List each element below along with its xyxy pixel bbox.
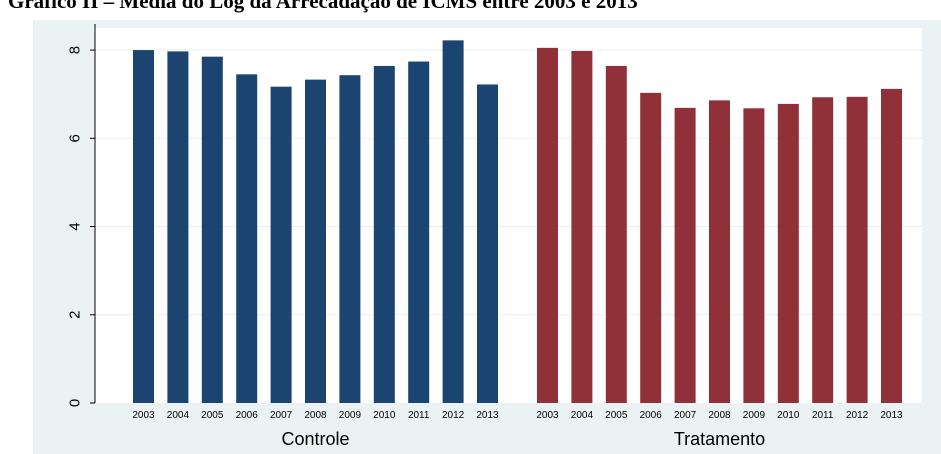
labels: 0 2 4 6 8 2003 2004 2005 2006 2007 2008 2009 2010 201… — [67, 46, 904, 449]
y-tick-label: 6 — [67, 134, 84, 142]
x-tick-label: 2013 — [476, 410, 499, 421]
bar — [709, 100, 730, 404]
x-tick-label: 2010 — [777, 410, 800, 421]
x-tick-label: 2005 — [605, 410, 628, 421]
bar — [812, 97, 834, 403]
bar — [605, 65, 627, 404]
bar — [133, 50, 154, 403]
bar — [167, 51, 189, 403]
bar — [339, 75, 361, 404]
group-label: Tratamento — [674, 429, 765, 449]
x-tick-label: 2011 — [408, 410, 430, 421]
bar — [777, 103, 799, 403]
x-tick-label: 2007 — [674, 410, 697, 421]
x-tick-label: 2004 — [167, 410, 190, 421]
x-tick-label: 2009 — [743, 410, 766, 421]
bar — [442, 40, 464, 404]
bar — [743, 108, 765, 403]
bar — [236, 74, 258, 403]
page-title: Gráfico II – Média do Log da Arrecadação… — [8, 0, 638, 13]
x-tick-label: 2012 — [846, 410, 869, 421]
bar — [408, 61, 430, 403]
group-label: Controle — [281, 429, 349, 449]
y-tick-label: 4 — [67, 222, 84, 230]
axes — [90, 24, 96, 404]
y-tick-label: 0 — [67, 399, 84, 407]
bar — [537, 47, 558, 404]
x-tick-label: 2008 — [304, 410, 327, 421]
bar — [674, 107, 696, 404]
bars — [133, 40, 902, 404]
x-tick-label: 2010 — [373, 410, 396, 421]
bar — [571, 50, 593, 404]
x-tick-label: 2006 — [640, 410, 663, 421]
x-tick-label: 2004 — [571, 410, 594, 421]
x-tick-label: 2009 — [339, 410, 362, 421]
x-tick-label: 2008 — [708, 410, 731, 421]
x-tick-label: 2006 — [236, 410, 259, 421]
x-tick-label: 2012 — [442, 410, 465, 421]
x-tick-label: 2013 — [880, 410, 903, 421]
bar — [881, 88, 902, 403]
bar — [270, 86, 292, 404]
x-tick-label: 2007 — [270, 410, 293, 421]
bar — [477, 84, 498, 404]
x-tick-label: 2011 — [812, 410, 834, 421]
x-tick-label: 2003 — [132, 410, 155, 421]
x-tick-label: 2005 — [201, 410, 224, 421]
y-tick-label: 2 — [67, 311, 84, 319]
bar — [846, 96, 868, 403]
bar — [201, 56, 223, 403]
x-tick-label: 2003 — [536, 410, 559, 421]
bar — [373, 65, 395, 404]
y-tick-label: 8 — [67, 46, 84, 54]
bar — [305, 79, 326, 403]
bar — [640, 92, 662, 404]
